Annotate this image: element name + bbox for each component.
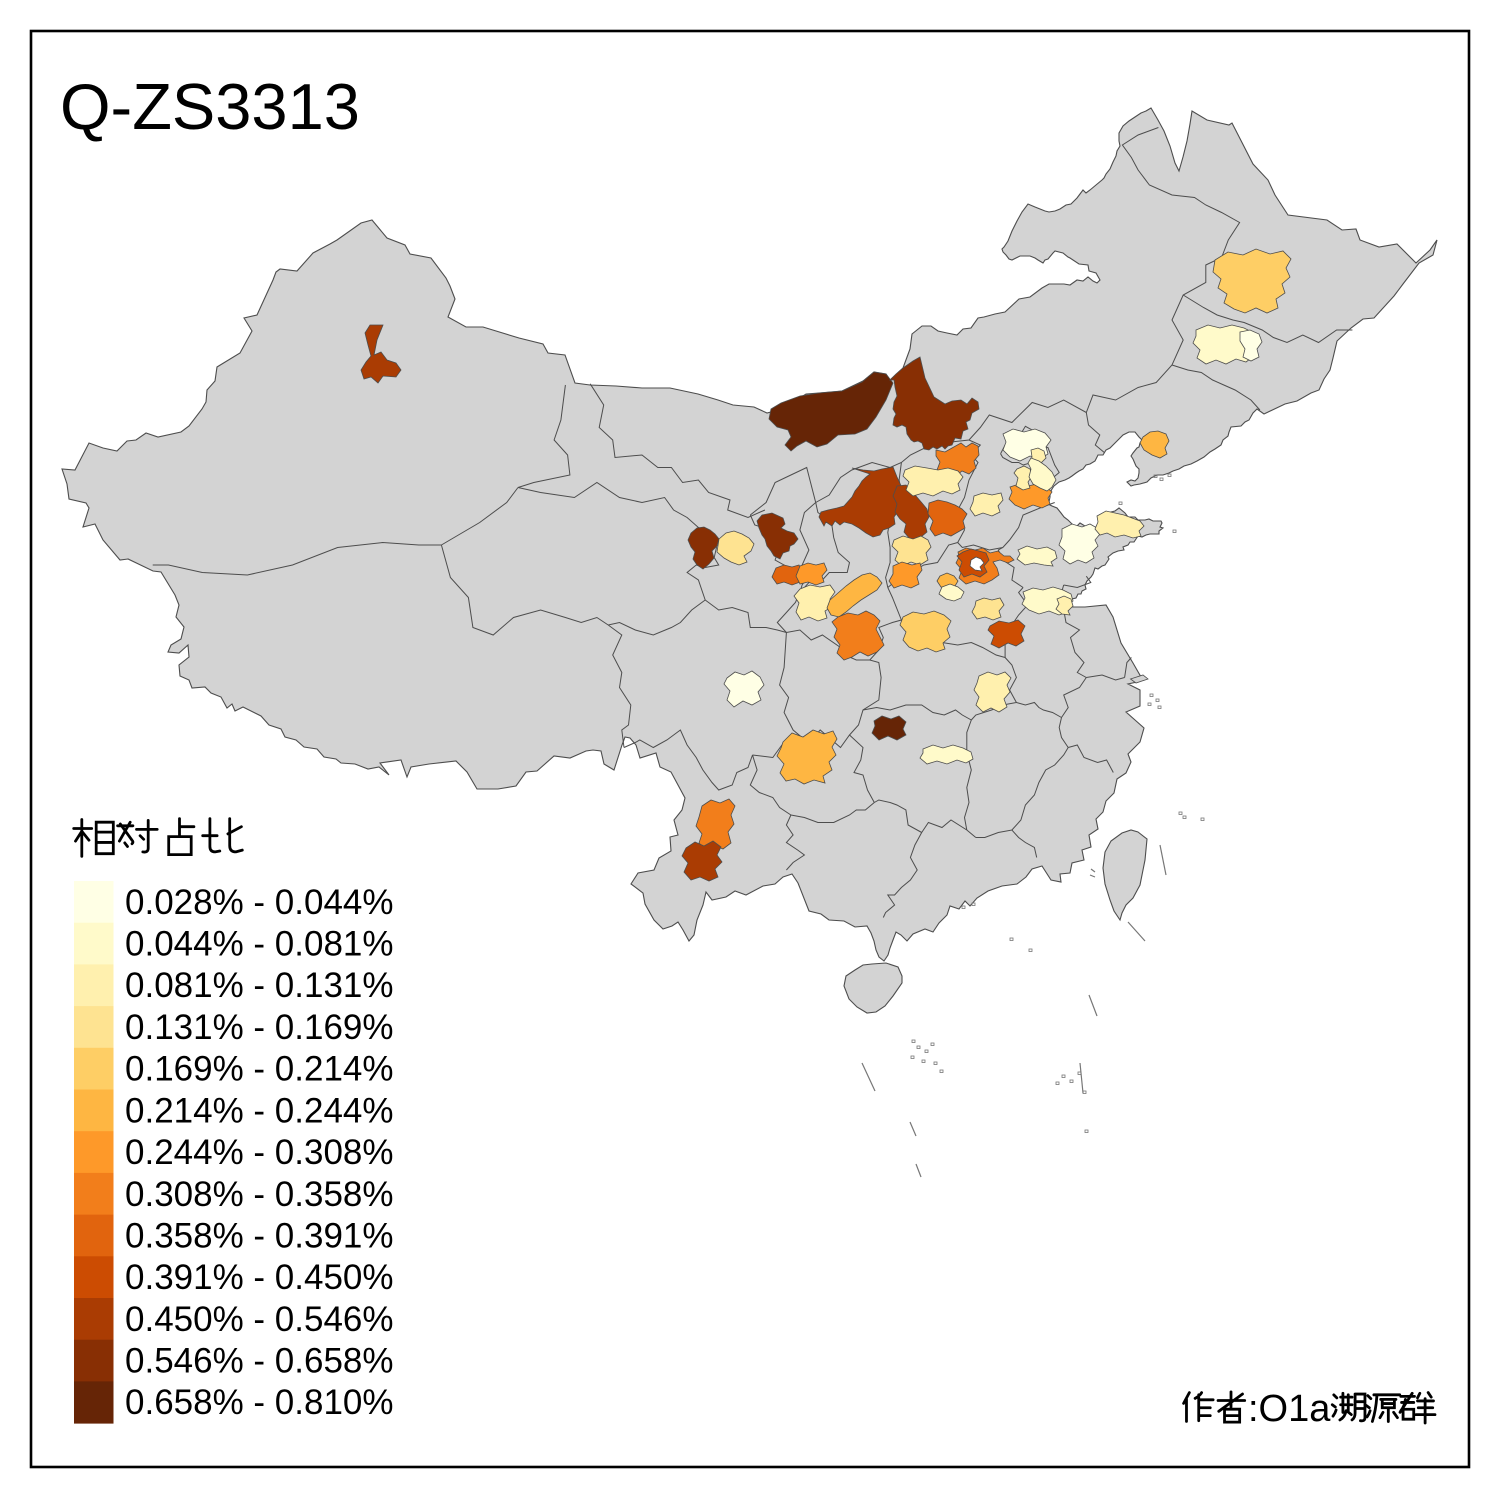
svg-text:0.658% - 0.810%: 0.658% - 0.810% [125, 1383, 394, 1422]
svg-text:0.450% - 0.546%: 0.450% - 0.546% [125, 1300, 394, 1339]
svg-text:0.028% - 0.044%: 0.028% - 0.044% [125, 883, 394, 922]
svg-text:0.214% - 0.244%: 0.214% - 0.244% [125, 1091, 394, 1130]
svg-text:0.546% - 0.658%: 0.546% - 0.658% [125, 1342, 394, 1381]
svg-text:0.391% - 0.450%: 0.391% - 0.450% [125, 1258, 394, 1297]
svg-text:0.358% - 0.391%: 0.358% - 0.391% [125, 1216, 394, 1255]
svg-text:0.244% - 0.308%: 0.244% - 0.308% [125, 1133, 394, 1172]
svg-text:0.044% - 0.081%: 0.044% - 0.081% [125, 925, 394, 964]
svg-text:Q-ZS3313: Q-ZS3313 [60, 70, 360, 143]
svg-text:0.131% - 0.169%: 0.131% - 0.169% [125, 1008, 394, 1047]
svg-text:0.081% - 0.131%: 0.081% - 0.131% [125, 966, 394, 1005]
svg-text:0.308% - 0.358%: 0.308% - 0.358% [125, 1175, 394, 1214]
svg-text::O1a: :O1a [1248, 1388, 1331, 1430]
svg-text:0.169% - 0.214%: 0.169% - 0.214% [125, 1050, 394, 1089]
